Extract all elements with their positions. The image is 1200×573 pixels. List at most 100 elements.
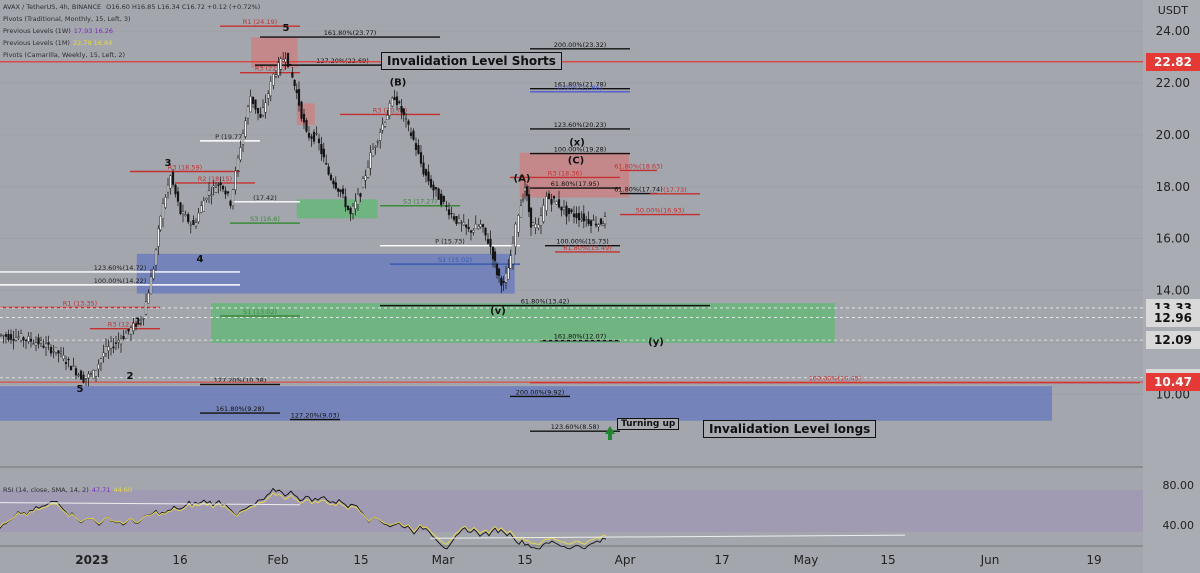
- candle-body: [519, 205, 523, 218]
- candle-body: [552, 195, 556, 199]
- candle-body: [14, 337, 18, 341]
- candle-body: [184, 214, 187, 216]
- candle-body: [19, 333, 23, 341]
- candle-body: [409, 132, 413, 136]
- candle-body: [402, 108, 405, 116]
- candle-body: [570, 209, 573, 212]
- level-label: P (15.73): [435, 238, 465, 246]
- candle-body: [417, 145, 420, 154]
- candle-body: [450, 212, 453, 215]
- candle-body: [166, 184, 170, 193]
- candle-body: [484, 227, 487, 236]
- indicator-line-4[interactable]: Pivots (Camarilla, Weekly, 15, Left, 2): [3, 51, 126, 59]
- candle-body: [322, 148, 325, 158]
- candle-body: [284, 58, 287, 63]
- x-tick-label: 2023: [75, 553, 109, 567]
- candle-body: [523, 187, 527, 192]
- candle-body: [467, 226, 470, 230]
- candle-body: [57, 350, 60, 354]
- candle-body: [310, 136, 313, 139]
- candle-body: [259, 113, 262, 118]
- candle-body: [393, 97, 396, 100]
- candle-body: [142, 318, 145, 320]
- candle-body: [445, 205, 448, 207]
- candle-body: [481, 224, 485, 228]
- price-tag[interactable]: 22.82: [1146, 52, 1200, 71]
- indicator-line-2[interactable]: Previous Levels (1W) 17.93 16.26: [3, 27, 114, 35]
- candle-body: [236, 157, 240, 171]
- candle-body: [493, 251, 497, 262]
- candle-body: [366, 167, 370, 178]
- candle-body: [479, 224, 482, 228]
- candle-body: [74, 368, 78, 376]
- price-tag[interactable]: 12.96: [1146, 308, 1200, 327]
- candle-body: [388, 103, 391, 116]
- candle-body: [555, 201, 558, 205]
- x-tick-label: 15: [517, 553, 533, 567]
- level-label: R3 (18.59): [168, 163, 202, 171]
- level-label: 161.80%(9.28): [216, 405, 264, 413]
- candle-body: [491, 246, 495, 260]
- candle-body: [295, 89, 298, 94]
- candle-body: [414, 143, 418, 150]
- candle-body: [455, 215, 458, 224]
- candle-body: [249, 96, 252, 113]
- candle-body: [144, 301, 148, 315]
- candle-body: [572, 213, 576, 218]
- indicator-line-1[interactable]: Pivots (Traditional, Monthly, 15, Left, …: [3, 15, 131, 23]
- symbol-title[interactable]: AVAX / TetherUS, 4h, BINANCE: [3, 3, 102, 11]
- candle-body: [102, 352, 105, 357]
- candle-body: [205, 198, 208, 200]
- red-zone-right: [519, 152, 630, 198]
- candle-body: [127, 329, 130, 332]
- candle-body: [315, 132, 318, 135]
- candle-body: [567, 208, 571, 214]
- rsi-header[interactable]: RSI (14, close, SMA, 14, 2) 47.71 44.60: [3, 486, 133, 494]
- candle-body: [460, 222, 463, 224]
- candle-body: [229, 200, 232, 206]
- candle-body: [437, 188, 440, 200]
- candle-body: [279, 58, 282, 70]
- level-label: 61.80%(18.63): [614, 162, 662, 170]
- candle-body: [300, 101, 303, 119]
- level-label: 123.60%(8.58): [551, 423, 599, 431]
- candle-body: [212, 185, 215, 188]
- candle-body: [129, 327, 133, 335]
- level-label: (17.73): [663, 186, 687, 194]
- candle-body: [181, 211, 185, 215]
- indicator-line-3[interactable]: Previous Levels (1M) 22.79 16.84: [3, 39, 113, 47]
- candle-body: [302, 113, 306, 123]
- candle-body: [474, 223, 477, 229]
- level-label: 61.80%(17.95): [551, 180, 599, 188]
- price-tag[interactable]: 12.09: [1146, 331, 1200, 350]
- candle-body: [374, 146, 377, 148]
- level-label: S3 (16.6): [250, 215, 280, 223]
- candle-body: [293, 79, 296, 87]
- y-tick-label: 16.00: [1156, 232, 1190, 246]
- x-tick-label: 17: [714, 553, 730, 567]
- candle-body: [161, 203, 165, 219]
- candle-body: [472, 229, 475, 233]
- candle-body: [117, 340, 120, 343]
- candle-body: [9, 334, 13, 340]
- candle-body: [94, 369, 98, 377]
- level-label: 100.00%(10.45): [809, 375, 862, 383]
- candle-body: [179, 202, 182, 214]
- level-label: S1 (13.02): [243, 308, 277, 316]
- candle-body: [264, 102, 267, 113]
- candle-body: [17, 336, 20, 338]
- candle-body: [214, 187, 218, 193]
- candle-body: [132, 322, 135, 332]
- candle-body: [356, 194, 360, 205]
- candle-body: [200, 205, 203, 213]
- level-label: 161.80%(23.77): [324, 29, 377, 37]
- level-label: 127.20%(10.38): [214, 376, 267, 384]
- rsi-sma-line: [0, 492, 607, 545]
- candle-body: [164, 197, 167, 208]
- price-tag[interactable]: 10.47: [1146, 373, 1200, 392]
- candle-body: [122, 336, 125, 339]
- level-label: 100.00%(15.73): [556, 238, 609, 246]
- candle-body: [7, 334, 10, 341]
- level-label: 0.00%(21.66): [558, 84, 602, 92]
